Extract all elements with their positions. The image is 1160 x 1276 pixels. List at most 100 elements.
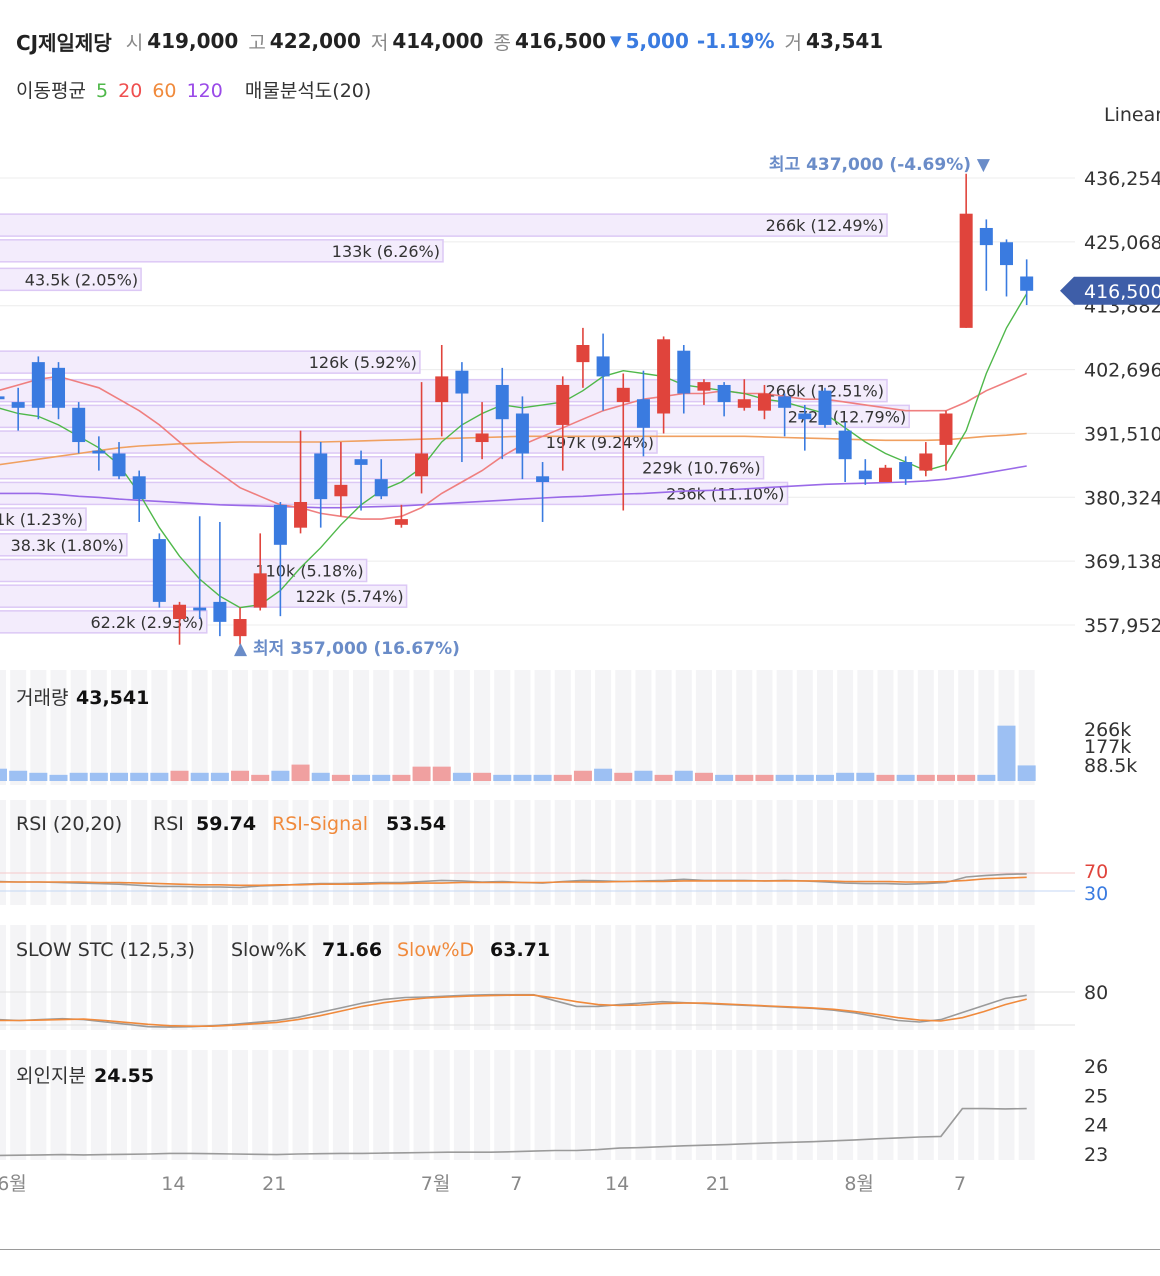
band-stripe: [655, 800, 672, 905]
band-stripe: [776, 800, 793, 905]
volume-bar: [9, 770, 28, 781]
band-stripe: [373, 800, 390, 905]
band-stripe: [917, 1050, 934, 1160]
band-stripe: [857, 800, 874, 905]
band-stripe: [816, 1050, 833, 1160]
band-stripe: [373, 670, 390, 785]
ma120-label[interactable]: 120: [186, 80, 223, 102]
band-stripe: [776, 1050, 793, 1160]
band-stripe: [353, 1050, 370, 1160]
foreign-panel-value: 24.55: [94, 1065, 154, 1087]
volume-profile-bar: [0, 584, 408, 608]
candle-body: [798, 413, 812, 420]
band-stripe: [655, 670, 672, 785]
candle-body: [52, 367, 66, 408]
band-stripe: [937, 800, 954, 905]
band-stripe: [998, 925, 1015, 1030]
band-stripe: [232, 800, 249, 905]
band-stripe: [191, 670, 208, 785]
volume-bar: [916, 774, 935, 781]
ma20-label[interactable]: 20: [118, 80, 143, 102]
band-stripe: [695, 800, 712, 905]
price-axis-tick: 369,138: [1084, 551, 1160, 573]
slow-d-value: 63.71: [490, 939, 550, 961]
band-stripe: [50, 1050, 67, 1160]
high-label: 고: [248, 31, 266, 54]
volume-bar: [533, 774, 552, 781]
band-stripe: [736, 800, 753, 905]
band-stripe: [171, 1050, 188, 1160]
candle-body: [778, 396, 792, 408]
volume-bar: [210, 772, 229, 781]
ma5-label[interactable]: 5: [95, 80, 109, 102]
band-stripe: [796, 670, 813, 785]
band-stripe: [776, 670, 793, 785]
open-value: 419,000: [147, 29, 239, 53]
band-stripe: [131, 925, 148, 1030]
band-stripe: [554, 800, 571, 905]
band-stripe: [917, 670, 934, 785]
x-axis-tick: 21: [262, 1173, 286, 1195]
band-stripe: [30, 670, 47, 785]
volume-bar: [836, 772, 855, 781]
slow-k-value: 71.66: [322, 939, 382, 961]
candle-body: [253, 573, 267, 608]
band-stripe: [151, 1050, 168, 1160]
band-stripe: [897, 800, 914, 905]
volume-bar: [997, 725, 1016, 781]
band-stripe: [413, 670, 430, 785]
band-stripe: [332, 670, 349, 785]
volume-profile-bar: [0, 507, 87, 531]
band-stripe: [474, 925, 491, 1030]
volume-bar: [110, 772, 129, 781]
volume-label: 거: [784, 31, 803, 54]
candle-body: [132, 476, 146, 500]
band-stripe: [474, 1050, 491, 1160]
x-axis-tick: 21: [706, 1173, 730, 1195]
volume-profile-label[interactable]: 매물분석도(20): [244, 80, 372, 102]
moving-average-legend[interactable]: 이동평균 5 20 60 120 매물분석도(20): [16, 76, 375, 103]
x-axis-tick: 7: [510, 1173, 522, 1195]
band-stripe: [292, 670, 309, 785]
band-stripe: [131, 1050, 148, 1160]
change-percent: -1.19%: [696, 29, 775, 53]
band-stripe: [534, 670, 551, 785]
volume-bar: [352, 774, 371, 781]
band-stripe: [393, 670, 410, 785]
candle-body: [354, 459, 368, 465]
volume-profile-bar: [0, 239, 444, 263]
band-stripe: [776, 925, 793, 1030]
band-stripe: [292, 1050, 309, 1160]
candle-body: [0, 396, 5, 400]
band-stripe: [736, 925, 753, 1030]
volume-profile-bar: [0, 404, 910, 429]
scale-mode-toggle[interactable]: Linear: [1104, 104, 1160, 126]
candle-body: [294, 501, 308, 528]
price-axis-tick: 436,254: [1084, 168, 1160, 190]
candle-body: [415, 453, 429, 477]
band-stripe: [312, 800, 329, 905]
band-stripe: [151, 670, 168, 785]
band-stripe: [30, 925, 47, 1030]
band-stripe: [877, 925, 894, 1030]
band-stripe: [332, 925, 349, 1030]
ma60-label[interactable]: 60: [152, 80, 177, 102]
low-label: 저: [370, 31, 389, 54]
volume-profile-label: 197k (9.24%): [546, 433, 654, 452]
band-stripe: [837, 800, 854, 905]
band-stripe: [695, 925, 712, 1030]
candle-body: [899, 462, 913, 480]
slow-k-label: Slow%K: [231, 939, 307, 961]
band-stripe: [232, 1050, 249, 1160]
band-stripe: [897, 1050, 914, 1160]
volume-bar: [957, 774, 976, 781]
volume-profile-label: 133k (6.26%): [332, 242, 440, 261]
volume-bar: [735, 774, 754, 781]
band-stripe: [615, 800, 632, 905]
volume-profile-bar: [0, 350, 421, 374]
band-stripe: [837, 670, 854, 785]
band-stripe: [1018, 670, 1035, 785]
band-stripe: [252, 925, 269, 1030]
candle-body: [959, 213, 973, 328]
